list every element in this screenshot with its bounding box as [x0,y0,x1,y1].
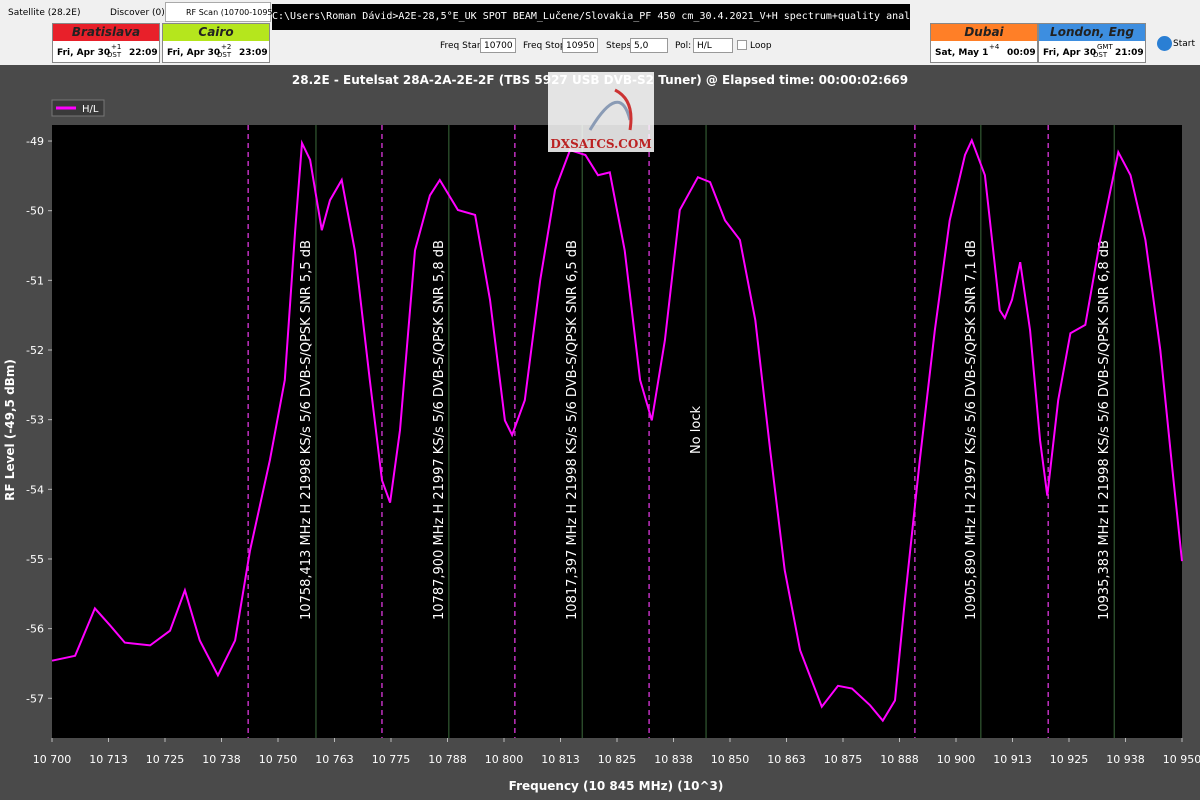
y-tick-label: -53 [26,414,44,427]
dst: DST [107,51,122,59]
input[interactable]: 10700 [480,38,516,53]
x-tick-label: 10 750 [259,753,298,766]
x-tick-label: 10 763 [315,753,354,766]
y-tick-label: -56 [26,623,44,636]
label: Loop [750,41,772,51]
city: London, Eng [1039,24,1145,41]
offset: +1 [111,43,122,51]
label: Start [1173,39,1195,49]
series-line [51,137,1183,723]
annotation: No lock [689,406,704,455]
y-axis-label: RF Level (-49,5 dBm) [3,359,17,501]
y-tick-label: -51 [26,274,44,287]
x-tick-label: 10 700 [33,753,72,766]
x-tick-label: 10 888 [880,753,919,766]
annotation: 10817,397 MHz H 21998 KS/s 5/6 DVB-S/QPS… [565,240,580,620]
y-tick-label: -55 [26,553,44,566]
x-tick-label: 10 938 [1106,753,1145,766]
y-tick-label: -54 [26,483,44,496]
time: 22:09 [129,48,158,58]
date: Fri, Apr 30 [1043,48,1097,58]
x-tick-label: 10 788 [428,753,467,766]
annotation: 10787,900 MHz H 21997 KS/s 5/6 DVB-S/QPS… [432,240,447,620]
x-tick-label: 10 863 [767,753,806,766]
watermark-text: DXSATCS.COM [550,137,651,151]
input[interactable]: 5,0 [630,38,668,53]
x-tick-label: 10 725 [146,753,185,766]
legend-box [51,99,105,117]
dst: DST [217,51,232,59]
legend-label: H/L [82,104,99,115]
label: Freq Start: [440,41,488,51]
input[interactable]: 10950 [562,38,598,53]
x-tick-label: 10 800 [485,753,524,766]
watermark: DXSATCS.COM [548,72,654,152]
date: Fri, Apr 30 [167,48,221,58]
x-tick-label: 10 950 [1163,753,1200,766]
x-tick-label: 10 913 [993,753,1032,766]
x-tick-label: 10 850 [711,753,750,766]
y-tick-label: -49 [26,135,44,148]
checkbox[interactable] [737,40,747,50]
x-tick-label: 10 713 [89,753,128,766]
plot-area [52,125,1182,738]
time: 21:09 [1115,48,1144,58]
tab[interactable]: Satellite (28.2E) [8,8,81,18]
chart: 28.2E - Eutelsat 28A-2A-2E-2F (TBS 5927 … [0,65,1200,800]
x-tick-label: 10 738 [202,753,241,766]
path: C:\Users\Roman Dávid>A2E-28,5°E_UK SPOT … [272,4,910,30]
x-tick-label: 10 925 [1050,753,1089,766]
time: 23:09 [239,48,268,58]
tab-active[interactable]: RF Scan (10700-10950 H/L) [165,2,296,22]
y-tick-label: -52 [26,344,44,357]
city: Bratislava [53,24,159,41]
label: Steps: [606,41,635,51]
date: Fri, Apr 30 [57,48,111,58]
annotation: 10935,383 MHz H 21998 KS/s 5/6 DVB-S/QPS… [1097,240,1112,620]
x-tick-label: 10 813 [541,753,580,766]
clock: Cairo Fri, Apr 30 +2 DST 23:09 [162,23,270,63]
select[interactable]: H/L [693,38,733,53]
dst: DST [1093,51,1108,59]
offset: GMT [1097,43,1113,51]
city: Cairo [163,24,269,41]
clock: Dubai Sat, May 1 +4 00:09 [930,23,1038,63]
date: Sat, May 1 [935,48,989,58]
time: 00:09 [1007,48,1036,58]
x-tick-label: 10 825 [598,753,637,766]
y-tick-label: -57 [26,692,44,705]
offset: +4 [989,43,1000,51]
x-tick-label: 10 838 [654,753,693,766]
x-axis-label: Frequency (10 845 MHz) (10^3) [509,779,724,793]
tab[interactable]: Discover (0) [110,8,165,18]
city: Dubai [931,24,1037,41]
x-tick-label: 10 900 [937,753,976,766]
x-tick-label: 10 875 [824,753,863,766]
label: Freq Stop: [523,41,569,51]
icon [1157,36,1172,51]
annotation: 10905,890 MHz H 21997 KS/s 5/6 DVB-S/QPS… [964,240,979,620]
y-tick-label: -50 [26,205,44,218]
clock: Bratislava Fri, Apr 30 +1 DST 22:09 [52,23,160,63]
start-button[interactable]: Start [1153,32,1199,56]
label: Pol: [675,41,692,51]
clock: London, Eng Fri, Apr 30 GMT DST 21:09 [1038,23,1146,63]
x-tick-label: 10 775 [372,753,411,766]
annotation: 10758,413 MHz H 21998 KS/s 5/6 DVB-S/QPS… [299,240,314,620]
offset: +2 [221,43,232,51]
